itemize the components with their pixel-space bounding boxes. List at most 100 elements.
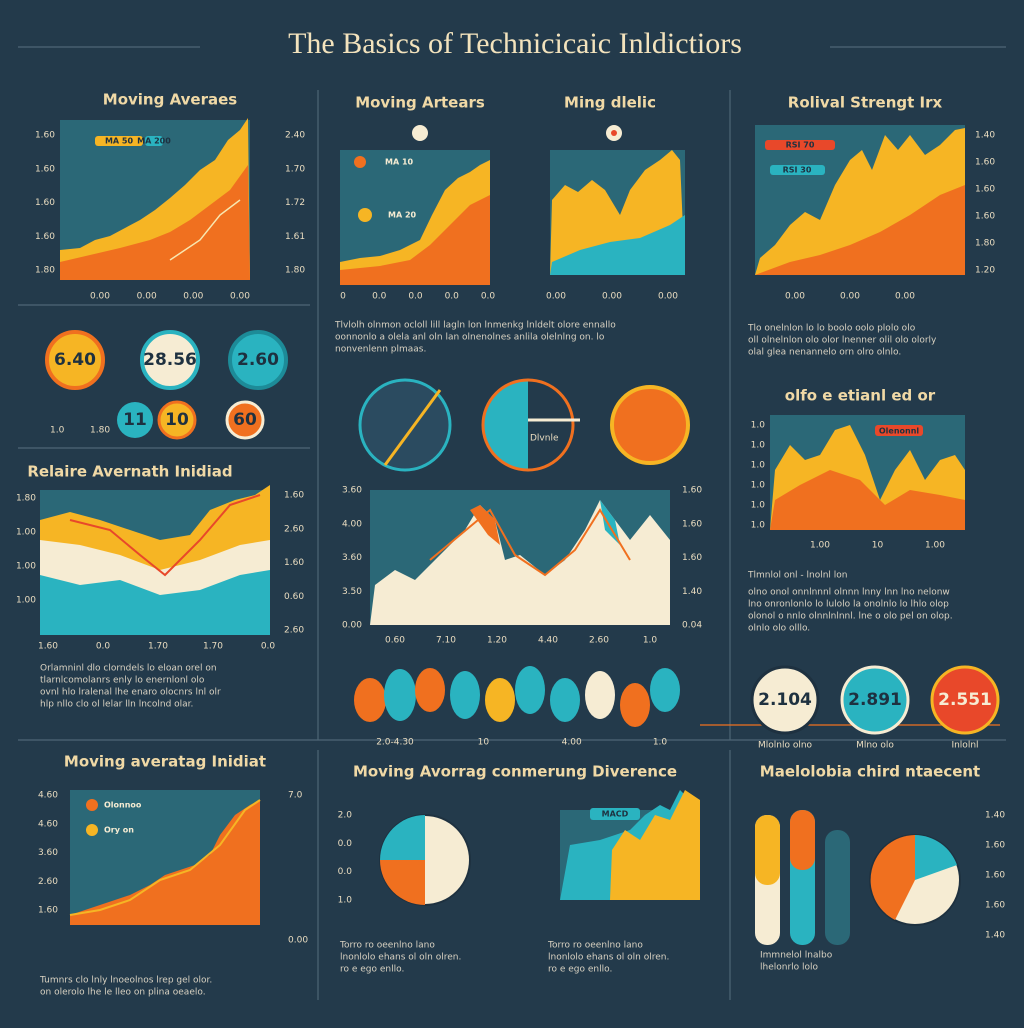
stat-value: 60	[233, 410, 257, 430]
tick-label: 1.0	[653, 738, 668, 748]
tick-label: 0.00	[658, 292, 678, 302]
area	[340, 195, 490, 285]
tick-label: 1.0	[751, 421, 766, 431]
tick-label: 1.80	[35, 266, 55, 276]
tick-label: 2.60	[38, 877, 58, 887]
tick-label: 0.00	[342, 621, 362, 631]
area	[370, 500, 670, 625]
tick-label: 1.00	[810, 541, 830, 551]
legend-chip	[770, 165, 825, 175]
legend-label: MACD	[602, 810, 629, 819]
line	[69, 494, 261, 577]
tick-label: 4.00	[562, 738, 582, 748]
stat-value: 6.40	[54, 350, 96, 370]
legend-label: Olenonnl	[879, 427, 920, 436]
area	[770, 470, 965, 530]
stat-circle	[157, 400, 197, 440]
bar-shape	[790, 810, 815, 870]
tick-label: 4.60	[38, 791, 58, 801]
panel-title: olfo e etianl ed or	[785, 387, 936, 405]
tick-label: 2.60	[284, 626, 304, 636]
paragraph-line: ro e ego enllo.	[340, 965, 404, 975]
paragraph-line: on olerolo lhe le lleo on plina oeaelo.	[40, 988, 206, 998]
tick-label: 1.60	[38, 642, 58, 652]
tick-label: 3.60	[342, 486, 362, 496]
tick-label: 2.60	[589, 636, 609, 646]
tick-label: 1.40	[985, 931, 1005, 941]
result-circle	[840, 665, 910, 735]
paragraph-line: lhelonrlo lolo	[760, 963, 819, 973]
stat-label: 1.0	[50, 426, 65, 436]
tick-label: 0.00	[288, 936, 308, 946]
legend-chip	[590, 808, 640, 820]
stat-value: 11	[123, 410, 147, 430]
tick-label: 0.0	[372, 292, 387, 302]
result-value: 2.551	[938, 690, 992, 710]
tick-label: 1.00	[925, 541, 945, 551]
line	[169, 199, 241, 261]
tick-label: 1.0	[751, 481, 766, 491]
tick-label: 1.70	[148, 642, 168, 652]
icon	[611, 130, 617, 136]
pie-slice	[380, 860, 425, 905]
tick-label: 2.60	[284, 524, 304, 534]
tick-label: 0.60	[284, 592, 304, 602]
tick-label: 1.40	[682, 587, 702, 597]
blob	[550, 678, 580, 722]
blob	[650, 668, 680, 712]
tick-label: 1.60	[284, 558, 304, 568]
blob	[620, 683, 650, 727]
tick-label: 1.20	[975, 266, 995, 276]
legend-label: Ory on	[104, 826, 134, 835]
tick-label: 1.00	[16, 596, 36, 606]
tick-label: 3.50	[342, 587, 362, 597]
panel-title: Ming dlelic	[564, 94, 656, 112]
tick-label: 0.60	[385, 636, 405, 646]
gauge-label: Dlvnle	[530, 434, 559, 444]
tick-label: 1.80	[975, 239, 995, 249]
tick-label: 0.00	[895, 292, 915, 302]
paragraph-line: ovnl hlo lralenal lhe enaro olocnrs lnl …	[40, 688, 221, 698]
tick-label: 3.60	[38, 848, 58, 858]
legend-label: MA 200	[137, 137, 171, 146]
tick-label: 1.60	[975, 212, 995, 222]
tick-label: 0.0	[338, 867, 353, 877]
paragraph-line: olno onol onnlnnnl olnnn lnny lnn lno ne…	[748, 588, 950, 598]
legend-label: RSI 30	[783, 166, 812, 175]
tick-label: 2.40	[285, 131, 305, 141]
tick-label: 1.60	[284, 491, 304, 501]
tick-label: 1.60	[38, 906, 58, 916]
stat-circle	[140, 330, 200, 390]
paragraph-heading: Tlmnlol onl - lnolnl lon	[747, 571, 848, 581]
tick-label: 0	[340, 292, 346, 302]
panel-title: Moving Avorrag conmerung Diverence	[353, 763, 677, 781]
tick-label: 1.00	[16, 528, 36, 538]
result-label: Mlno olo	[856, 741, 894, 751]
tick-label: 1.61	[285, 232, 305, 242]
result-value: 2.104	[758, 690, 812, 710]
area	[610, 790, 700, 900]
stat-value: 10	[165, 410, 189, 430]
blob	[515, 666, 545, 714]
area	[40, 570, 270, 635]
panel-title: Moving Artears	[355, 94, 485, 112]
tick-label: 1.20	[487, 636, 507, 646]
paragraph-line: oonnonlo a olela anl oln lan olnenolnes …	[335, 333, 605, 343]
area	[550, 215, 685, 275]
area	[755, 185, 965, 275]
tick-label: 0.00	[183, 292, 203, 302]
paragraph-line: tlarnlcomolanrs enly lo enernlonl olo	[40, 676, 205, 686]
blob	[415, 668, 445, 712]
tick-label: 4.40	[538, 636, 558, 646]
legend-label: Olonnoo	[104, 801, 142, 810]
labels: 1.60 1.60 1.60 1.60 1.80 2.40 1.70 1.72 1.61 1.80…	[16, 131, 1005, 998]
area	[60, 165, 250, 280]
tick-label: 1.60	[985, 901, 1005, 911]
tick-label: 1.0	[643, 636, 658, 646]
paragraph-line: olal glea nenannelo orn olro olnlo.	[748, 348, 901, 358]
stat-circle	[117, 402, 153, 438]
legend-chip	[875, 425, 923, 436]
tick-label: 0.0	[261, 642, 276, 652]
line	[69, 799, 261, 916]
stat-label: 1.80	[90, 426, 110, 436]
